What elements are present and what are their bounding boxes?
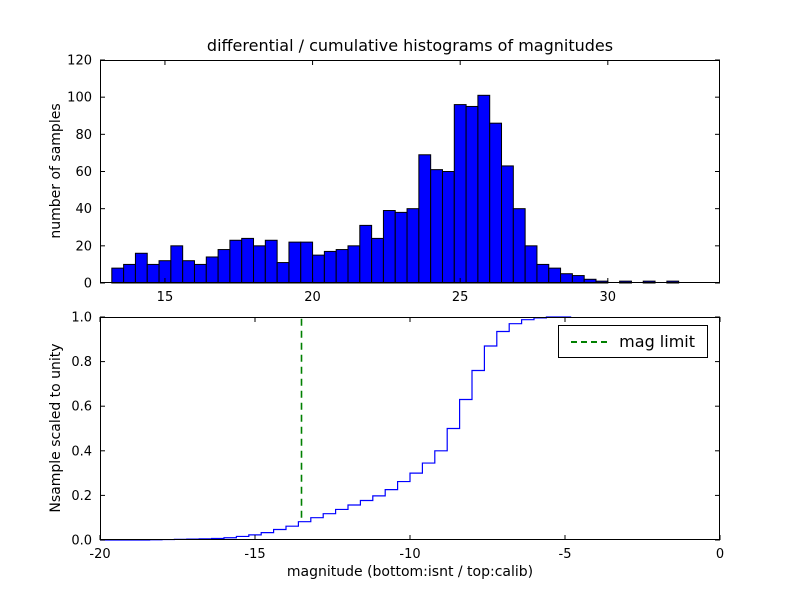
histogram-bar [382, 210, 396, 284]
y-tick-label: 100 [67, 91, 92, 106]
histogram-bar [418, 154, 432, 284]
histogram-bar [170, 245, 184, 284]
histogram-bar [453, 104, 467, 284]
cumulative-histogram-plot: -20 -15 -10 -5 0 0.0 0.2 0.4 0.6 0.8 1.0 [71, 311, 724, 563]
x-tick-label: -5 [559, 547, 572, 562]
histogram-bar [288, 241, 302, 284]
x-tick-label: 25 [452, 290, 469, 305]
top-y-axis-label: number of samples [48, 103, 64, 239]
histogram-bar [394, 211, 408, 284]
histogram-bar [276, 262, 290, 284]
y-tick-label: 0.6 [71, 400, 92, 415]
y-tick-label: 0.2 [71, 489, 92, 504]
histogram-bar [560, 273, 573, 284]
histogram-bar [253, 245, 266, 284]
histogram-bar [406, 208, 420, 284]
histogram-bar [571, 275, 585, 284]
y-tick-label: 80 [75, 128, 92, 143]
top-axes-histogram: 15 20 25 30 0 20 40 60 80 100 120 [67, 54, 720, 305]
x-tick-label: -20 [89, 547, 110, 562]
x-tick-label: 20 [304, 290, 321, 305]
histogram-bar [182, 260, 195, 284]
histogram-bar [359, 224, 373, 284]
y-tick-label: 0 [84, 277, 92, 292]
differential-histogram-plot: 15 20 25 30 0 20 40 60 80 100 120 [67, 54, 720, 305]
cumulative-step-line [100, 316, 572, 541]
y-tick-label: 120 [67, 54, 92, 69]
histogram-bar [134, 252, 148, 284]
histogram-bar [241, 237, 255, 284]
histogram-bar [193, 263, 207, 284]
histogram-bar [371, 237, 384, 284]
y-tick-label: 60 [75, 165, 92, 180]
legend-box: mag limit [558, 325, 708, 358]
histogram-bar [347, 245, 361, 284]
y-tick-label: 0.8 [71, 355, 92, 370]
bottom-axes-cumulative: -20 -15 -10 -5 0 0.0 0.2 0.4 0.6 0.8 1.0 mag limit [71, 311, 724, 563]
histogram-bar [229, 239, 243, 284]
histogram-bar [465, 105, 479, 284]
chart-title: differential / cumulative histograms of … [206, 36, 614, 55]
y-tick-label: 40 [75, 202, 92, 217]
bottom-y-axis-label: Nsample scaled to unity [48, 343, 64, 513]
histogram-bar [264, 239, 278, 284]
y-tick-label: 1.0 [71, 311, 92, 326]
histogram-bar [477, 94, 491, 284]
histogram-bar [312, 254, 325, 284]
y-tick-label: 0.0 [71, 534, 92, 549]
histogram-bar [536, 263, 550, 284]
histogram-bar [205, 256, 219, 284]
histogram-bar [111, 267, 125, 284]
histogram-bar [123, 263, 136, 284]
histogram-bar [501, 165, 514, 284]
y-tick-label: 20 [75, 239, 92, 254]
histogram-bar [146, 263, 160, 284]
y-tick-label: 0.4 [71, 444, 92, 459]
histogram-bar [489, 122, 503, 284]
histogram-bar [441, 171, 455, 284]
histogram-bar [323, 250, 337, 284]
histogram-bar [524, 245, 538, 284]
x-tick-label: 15 [157, 290, 174, 305]
x-tick-label: -15 [244, 547, 265, 562]
histogram-bar [300, 241, 314, 284]
histogram-bar [430, 169, 443, 284]
bottom-x-axis-label: magnitude (bottom:isnt / top:calib) [286, 564, 534, 580]
histogram-bar [512, 208, 526, 284]
histogram-bar [217, 249, 231, 284]
x-tick-label: 0 [716, 547, 724, 562]
mag-limit-legend-line-icon [571, 340, 608, 343]
histogram-bar [335, 249, 349, 284]
histogram-bar [548, 267, 562, 284]
x-tick-label: -10 [399, 547, 420, 562]
x-tick-label: 30 [600, 290, 617, 305]
mag-limit-legend-label: mag limit [619, 332, 695, 351]
